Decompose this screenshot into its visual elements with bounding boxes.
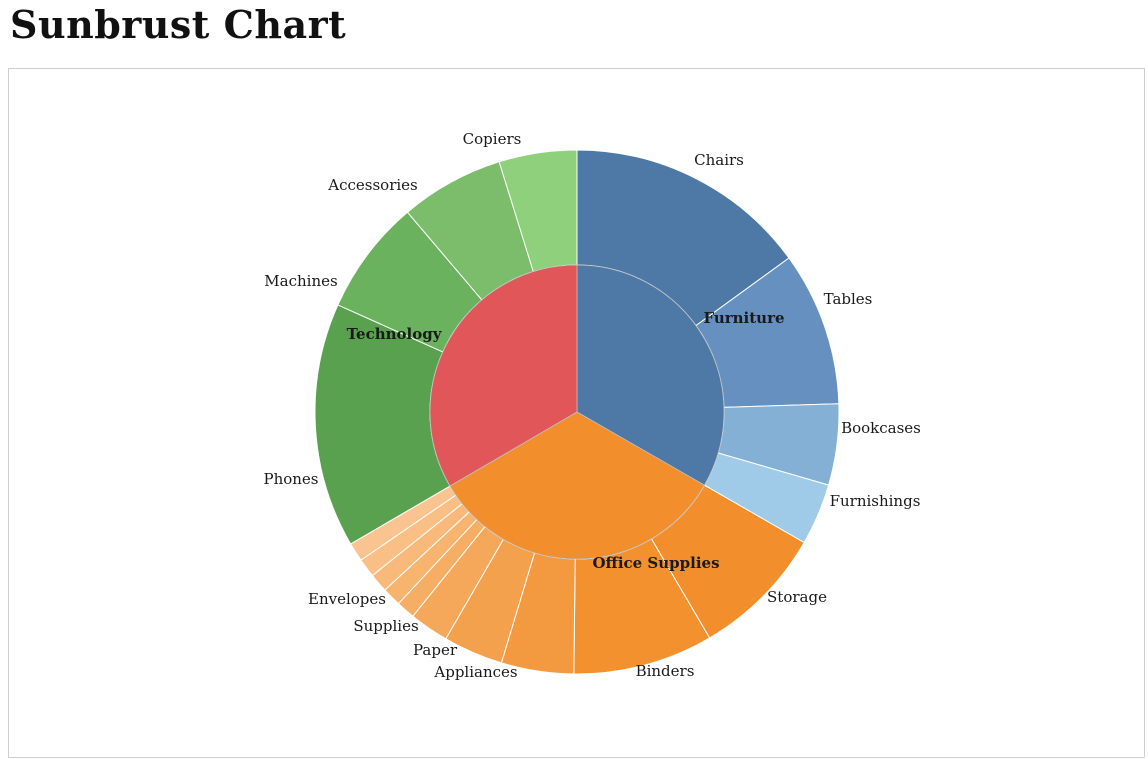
sunburst-chart: Chairs Tables Bookcases Furnishings Furnitur…	[263, 130, 920, 681]
page-title: Sunbrust Chart	[10, 2, 347, 47]
label-furnishings: Furnishings	[830, 492, 921, 510]
inner-ring	[429, 264, 725, 560]
label-phones: Phones	[263, 470, 318, 488]
label-furniture: Furniture	[703, 309, 784, 327]
inner-segment-technology[interactable]	[429, 264, 578, 487]
labels: Chairs Tables Bookcases Furnishings Furnitur…	[263, 130, 920, 681]
chart-frame: Chairs Tables Bookcases Furnishings Furnitur…	[8, 68, 1145, 758]
label-envelopes: Envelopes	[308, 590, 386, 608]
label-office-supplies: Office Supplies	[592, 554, 719, 572]
label-bookcases: Bookcases	[841, 419, 921, 437]
label-copiers: Copiers	[463, 130, 522, 148]
label-tables: Tables	[824, 290, 873, 308]
outer-ring	[314, 149, 840, 675]
label-machines: Machines	[264, 272, 337, 290]
label-technology: Technology	[347, 325, 443, 343]
label-paper: Paper	[413, 641, 458, 659]
label-binders: Binders	[636, 662, 695, 680]
label-chairs: Chairs	[694, 151, 744, 169]
label-supplies: Supplies	[353, 617, 418, 635]
label-accessories: Accessories	[327, 176, 417, 194]
inner-segment-furniture[interactable]	[576, 264, 725, 486]
label-storage: Storage	[767, 588, 827, 606]
inner-segment-office-supplies[interactable]	[449, 411, 706, 560]
label-appliances: Appliances	[433, 663, 517, 681]
